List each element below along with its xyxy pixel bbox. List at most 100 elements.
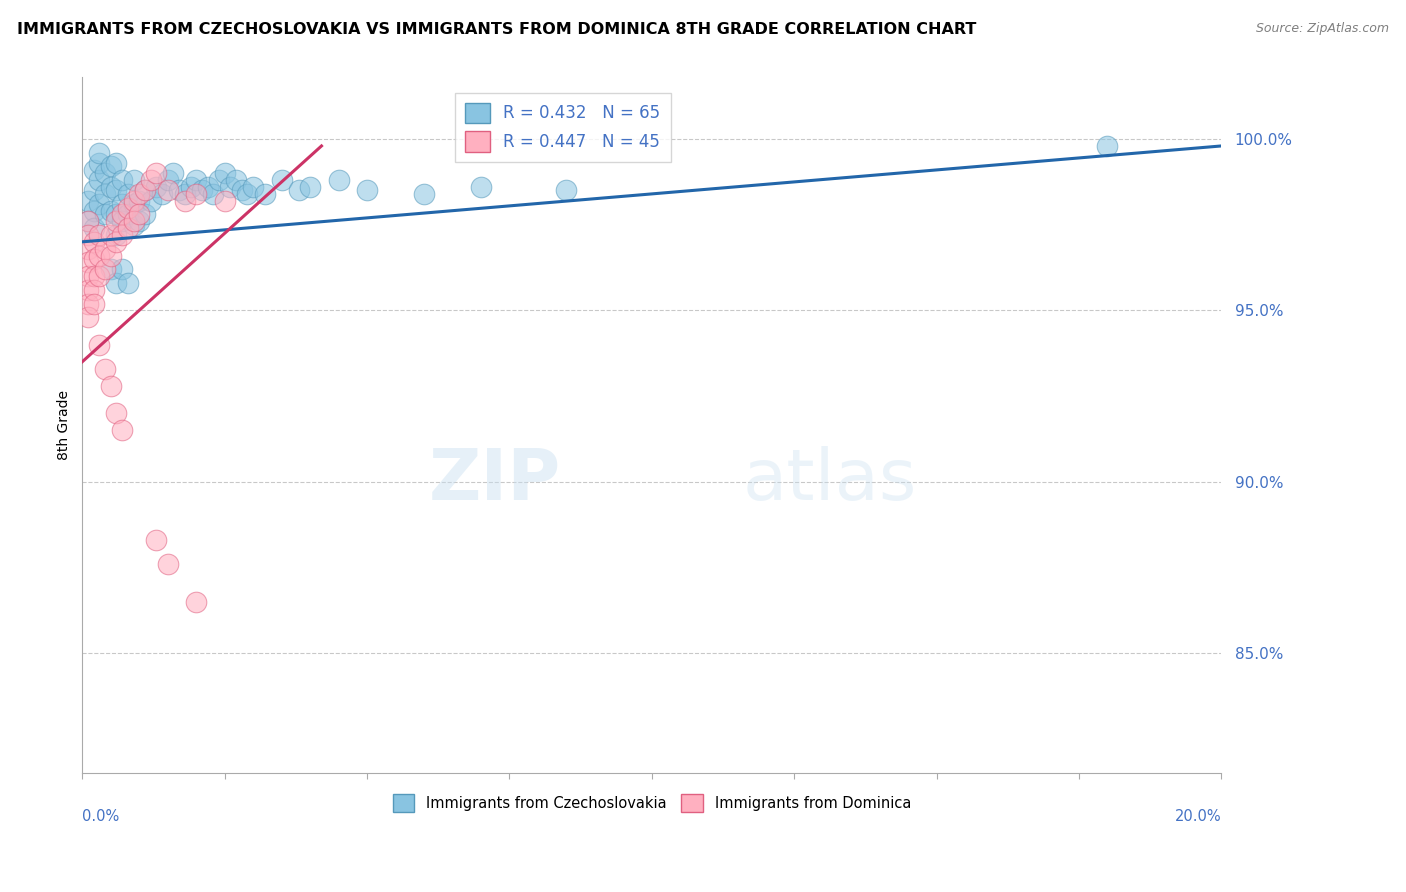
Point — [83, 162, 105, 177]
Point — [413, 186, 436, 201]
Point — [156, 173, 179, 187]
Point — [128, 186, 150, 201]
Point — [225, 173, 247, 187]
Point — [186, 186, 208, 201]
Point — [94, 262, 117, 277]
Point — [105, 235, 128, 249]
Point — [83, 252, 105, 266]
Point — [186, 173, 208, 187]
Point — [83, 221, 105, 235]
Point — [105, 207, 128, 221]
Point — [202, 186, 225, 201]
Point — [89, 173, 111, 187]
Text: Source: ZipAtlas.com: Source: ZipAtlas.com — [1256, 22, 1389, 36]
Point — [214, 166, 236, 180]
Point — [134, 207, 156, 221]
Point — [145, 166, 167, 180]
Point — [186, 594, 208, 608]
Point — [117, 201, 139, 215]
Point — [179, 180, 201, 194]
Point — [139, 194, 162, 208]
Y-axis label: 8th Grade: 8th Grade — [58, 390, 72, 460]
Point — [470, 180, 492, 194]
Legend: Immigrants from Czechoslovakia, Immigrants from Dominica: Immigrants from Czechoslovakia, Immigran… — [387, 789, 917, 818]
Point — [134, 184, 156, 198]
Point — [94, 186, 117, 201]
Point — [117, 186, 139, 201]
Point — [77, 255, 100, 269]
Point — [111, 197, 134, 211]
Point — [89, 145, 111, 160]
Point — [77, 310, 100, 325]
Point — [77, 194, 100, 208]
Point — [253, 186, 276, 201]
Point — [94, 361, 117, 376]
Point — [89, 248, 111, 262]
Point — [77, 242, 100, 256]
Point — [77, 296, 100, 310]
Point — [122, 173, 145, 187]
Point — [299, 180, 322, 194]
Point — [156, 184, 179, 198]
Point — [128, 207, 150, 221]
Point — [100, 227, 122, 242]
Point — [77, 214, 100, 228]
Point — [173, 186, 195, 201]
Point — [105, 276, 128, 290]
Point — [94, 207, 117, 221]
Point — [89, 197, 111, 211]
Point — [173, 194, 195, 208]
Point — [128, 214, 150, 228]
Point — [1097, 139, 1119, 153]
Point — [231, 184, 253, 198]
Point — [214, 194, 236, 208]
Point — [89, 227, 111, 242]
Point — [139, 173, 162, 187]
Point — [111, 207, 134, 221]
Text: 20.0%: 20.0% — [1175, 809, 1222, 824]
Point — [156, 557, 179, 571]
Point — [328, 173, 350, 187]
Text: ZIP: ZIP — [429, 446, 561, 516]
Point — [270, 173, 292, 187]
Point — [111, 262, 134, 277]
Point — [77, 283, 100, 297]
Point — [111, 227, 134, 242]
Point — [191, 184, 214, 198]
Point — [145, 533, 167, 547]
Point — [111, 423, 134, 437]
Point — [555, 184, 578, 198]
Point — [208, 173, 231, 187]
Point — [100, 160, 122, 174]
Point — [100, 248, 122, 262]
Point — [122, 194, 145, 208]
Point — [94, 166, 117, 180]
Point — [122, 197, 145, 211]
Text: atlas: atlas — [742, 446, 917, 516]
Point — [77, 214, 100, 228]
Point — [122, 214, 145, 228]
Point — [105, 156, 128, 170]
Point — [100, 262, 122, 277]
Point — [89, 337, 111, 351]
Point — [197, 180, 219, 194]
Point — [100, 378, 122, 392]
Point — [83, 296, 105, 310]
Point — [105, 184, 128, 198]
Point — [219, 180, 242, 194]
Point — [117, 207, 139, 221]
Point — [83, 204, 105, 219]
Point — [77, 269, 100, 284]
Point — [83, 235, 105, 249]
Point — [105, 406, 128, 420]
Point — [150, 186, 173, 201]
Point — [94, 242, 117, 256]
Point — [122, 218, 145, 232]
Point — [77, 227, 100, 242]
Point — [145, 180, 167, 194]
Point — [83, 184, 105, 198]
Point — [236, 186, 259, 201]
Point — [167, 184, 190, 198]
Point — [83, 269, 105, 284]
Point — [89, 156, 111, 170]
